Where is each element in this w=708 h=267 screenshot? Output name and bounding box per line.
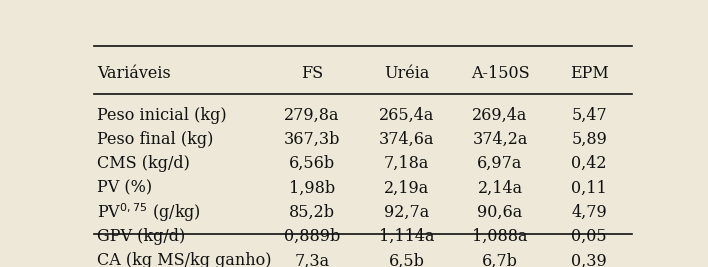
Text: FS: FS (301, 65, 323, 82)
Text: PV (%): PV (%) (97, 180, 152, 197)
Text: EPM: EPM (570, 65, 609, 82)
Text: 6,97a: 6,97a (477, 155, 523, 172)
Text: 0,11: 0,11 (571, 180, 607, 197)
Text: 265,4a: 265,4a (379, 107, 435, 124)
Text: 0,05: 0,05 (571, 228, 607, 245)
Text: 7,3a: 7,3a (295, 252, 330, 267)
Text: 4,79: 4,79 (571, 204, 607, 221)
Text: 0,39: 0,39 (571, 252, 607, 267)
Text: 1,088a: 1,088a (472, 228, 527, 245)
Text: A-150S: A-150S (471, 65, 530, 82)
Text: 1,98b: 1,98b (289, 180, 335, 197)
Text: 1,114a: 1,114a (379, 228, 435, 245)
Text: 92,7a: 92,7a (384, 204, 429, 221)
Text: 0,42: 0,42 (571, 155, 607, 172)
Text: 0,889b: 0,889b (284, 228, 341, 245)
Text: Uréia: Uréia (384, 65, 430, 82)
Text: 6,7b: 6,7b (482, 252, 518, 267)
Text: Peso final (kg): Peso final (kg) (97, 131, 213, 148)
Text: 269,4a: 269,4a (472, 107, 527, 124)
Text: CMS (kg/d): CMS (kg/d) (97, 155, 190, 172)
Text: GPV (kg/d): GPV (kg/d) (97, 228, 185, 245)
Text: 2,14a: 2,14a (477, 180, 523, 197)
Text: Peso inicial (kg): Peso inicial (kg) (97, 107, 227, 124)
Text: 374,2a: 374,2a (472, 131, 527, 148)
Text: Variáveis: Variáveis (97, 65, 171, 82)
Text: 367,3b: 367,3b (284, 131, 341, 148)
Text: 5,89: 5,89 (571, 131, 607, 148)
Text: 374,6a: 374,6a (379, 131, 435, 148)
Text: 90,6a: 90,6a (477, 204, 523, 221)
Text: 2,19a: 2,19a (384, 180, 429, 197)
Text: 7,18a: 7,18a (384, 155, 430, 172)
Text: 85,2b: 85,2b (289, 204, 335, 221)
Text: PV$^{0,75}$ (g/kg): PV$^{0,75}$ (g/kg) (97, 201, 200, 224)
Text: 6,5b: 6,5b (389, 252, 425, 267)
Text: 5,47: 5,47 (571, 107, 607, 124)
Text: 6,56b: 6,56b (289, 155, 335, 172)
Text: CA (kg MS/kg ganho): CA (kg MS/kg ganho) (97, 252, 271, 267)
Text: 279,8a: 279,8a (285, 107, 340, 124)
